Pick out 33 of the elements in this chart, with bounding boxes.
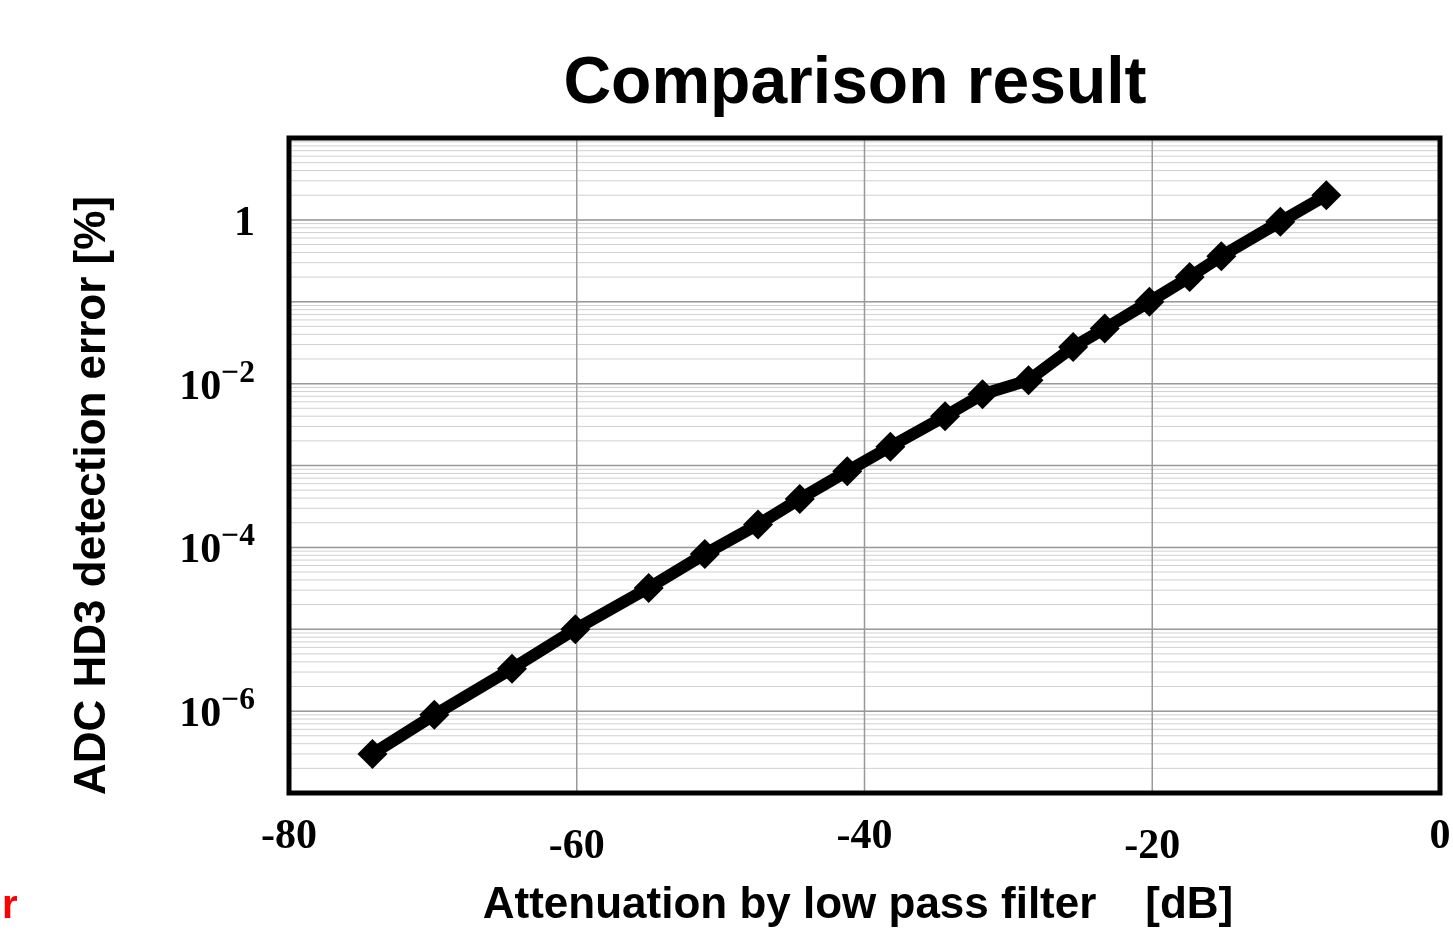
point — [357, 738, 388, 769]
text: r — [2, 882, 18, 926]
chart-title: Comparison result — [563, 43, 1147, 117]
x-tick-label: -20 — [1124, 821, 1181, 867]
point — [832, 456, 863, 487]
point — [875, 431, 906, 462]
point — [1013, 365, 1044, 396]
point — [930, 401, 961, 432]
x-tick-label: -80 — [261, 811, 317, 857]
point — [560, 614, 591, 645]
y-tick-label: 10$^{−2}$ — [179, 353, 255, 408]
point — [419, 699, 450, 730]
point — [1311, 180, 1342, 211]
x-tick-label: -40 — [836, 811, 893, 857]
point — [743, 509, 774, 540]
point — [1058, 332, 1089, 363]
y-tick-label: 1 — [234, 197, 255, 244]
point — [1134, 286, 1165, 317]
y-axis-title: ADC HD3 detection error [%] — [65, 196, 114, 795]
y-tick-label: 10$^{−4}$ — [179, 516, 256, 572]
point — [497, 653, 528, 684]
point — [1265, 206, 1296, 237]
point — [784, 483, 815, 514]
point — [1206, 241, 1237, 272]
point — [689, 539, 720, 569]
point — [967, 379, 998, 410]
x-tick-label: 0 — [1429, 811, 1451, 857]
x-axis-title: Attenuation by low pass filter [dB] — [482, 878, 1234, 927]
x-tick-label: -60 — [548, 821, 605, 867]
point — [633, 572, 664, 603]
y-tick-label: 10$^{−6}$ — [179, 680, 255, 736]
point — [1089, 313, 1120, 344]
point — [1174, 262, 1205, 293]
